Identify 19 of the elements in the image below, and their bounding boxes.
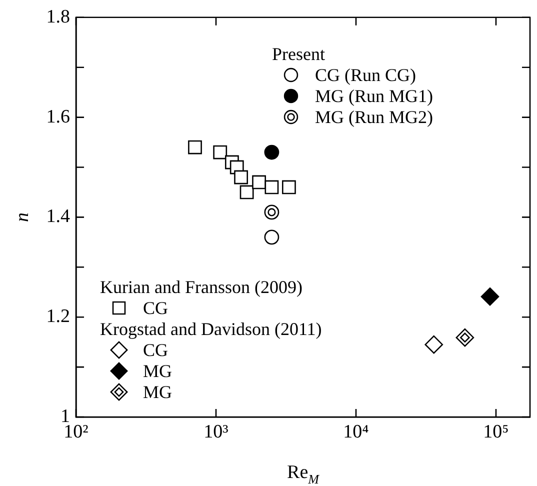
annotation: Kurian and Fransson (2009) (100, 277, 302, 297)
legend-label: CG (143, 340, 168, 360)
x-tick-label: 10² (64, 421, 89, 442)
legend-label: MG (143, 361, 172, 381)
x-tick-label: 10⁵ (483, 421, 509, 442)
y-tick-label: 1.2 (46, 306, 70, 328)
legend-label: CG (Run CG) (315, 65, 416, 85)
legend-label: CG (143, 298, 168, 318)
y-axis-title: n (12, 212, 33, 222)
annotation: Present (272, 44, 325, 64)
x-tick-label: 10⁴ (343, 421, 370, 442)
x-tick-label: 10³ (204, 421, 229, 442)
legend-label: MG (Run MG2) (315, 107, 434, 127)
y-tick-label: 1.4 (46, 206, 70, 228)
y-tick-label: 1.8 (46, 6, 70, 28)
legend-label: MG (Run MG1) (315, 86, 434, 106)
legend-label: MG (143, 382, 172, 402)
y-tick-label: 1.6 (46, 106, 70, 128)
annotation: Krogstad and Davidson (2011) (100, 319, 322, 339)
